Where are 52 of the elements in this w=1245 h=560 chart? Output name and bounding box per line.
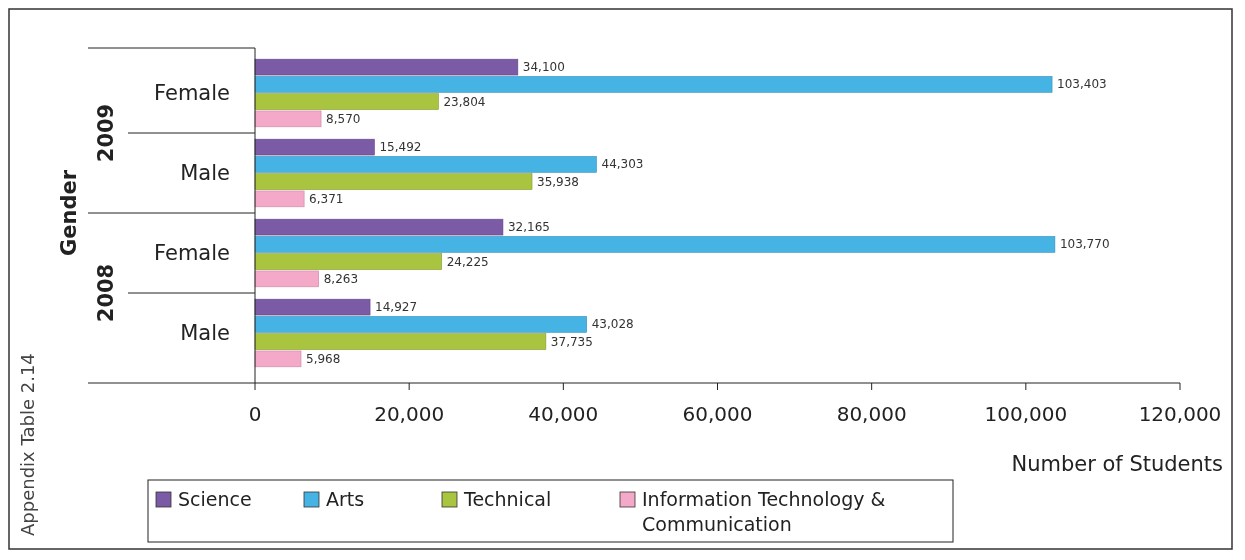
bar [254, 76, 1053, 93]
x-tick-label: 40,000 [528, 402, 599, 426]
x-tick-label: 20,000 [374, 402, 445, 426]
y-tick-label: Male [180, 321, 230, 345]
bar [254, 110, 322, 128]
bar [254, 138, 375, 156]
y-tick-label: Female [154, 81, 230, 105]
bar [254, 218, 504, 236]
text: 2009 [94, 103, 118, 163]
y-axis-title: Gender [57, 169, 81, 257]
x-tick-label: 100,000 [984, 402, 1068, 426]
y-tick-label: Female [154, 241, 230, 265]
bar [254, 156, 597, 173]
legend-label: Information Technology & Communication [642, 488, 886, 535]
bar [254, 253, 443, 270]
bar [254, 298, 371, 316]
y-tick-label: Male [180, 161, 230, 185]
x-tick-label: 0 [248, 402, 262, 426]
legend-label: Science [178, 488, 252, 510]
bar [254, 270, 319, 288]
data-label: 24,225 [446, 254, 489, 269]
bar [254, 58, 519, 76]
data-label: 37,735 [550, 334, 593, 349]
data-label: 8,570 [326, 111, 361, 126]
bar [254, 350, 302, 368]
data-label: 23,804 [443, 94, 486, 109]
x-tick-label: 80,000 [836, 402, 907, 426]
data-label: 43,028 [591, 317, 634, 332]
text: 2008 [94, 263, 118, 323]
legend-label: Arts [326, 488, 365, 510]
legend-label: Technical [463, 488, 552, 510]
data-label: 34,100 [522, 60, 565, 75]
data-label: 103,770 [1059, 237, 1110, 252]
data-label: 5,968 [306, 351, 341, 366]
bar [254, 93, 439, 110]
data-label: 6,371 [309, 191, 344, 206]
bar [254, 190, 305, 208]
bar [254, 236, 1056, 253]
data-label: 103,403 [1057, 77, 1107, 92]
bar [254, 173, 533, 190]
data-label: 44,303 [601, 157, 644, 172]
data-label: 14,927 [375, 300, 418, 315]
data-label: 8,263 [323, 271, 359, 286]
text: Appendix Table 2.14 [17, 353, 38, 536]
x-axis-title: Number of Students [1011, 452, 1223, 476]
data-label: 15,492 [379, 140, 422, 155]
x-tick-label: 120,000 [1138, 402, 1222, 426]
x-tick-label: 60,000 [682, 402, 753, 426]
data-label: 32,165 [507, 220, 550, 235]
data-label: 35,938 [537, 174, 580, 189]
bar [254, 333, 547, 350]
bar [254, 316, 587, 333]
